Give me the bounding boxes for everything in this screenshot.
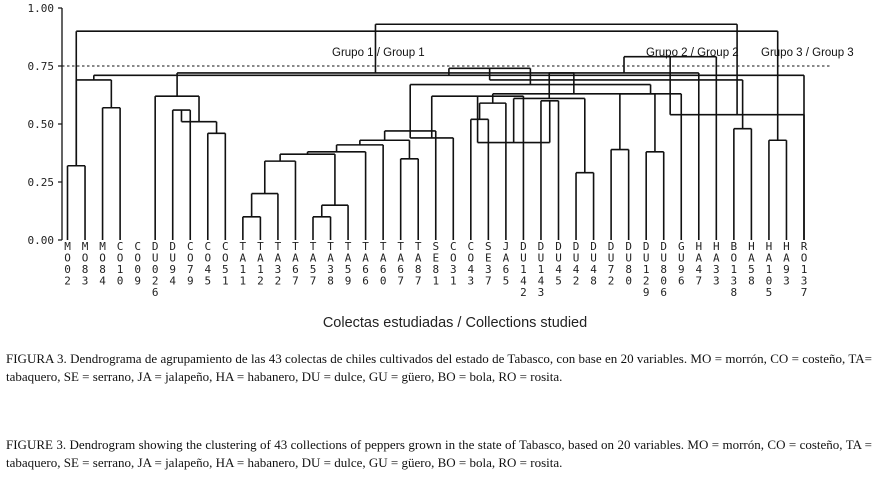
- caption-spanish: FIGURA 3. Dendrograma de agrupamiento de…: [6, 350, 872, 386]
- y-axis: 1.00 0.75 0.50 0.25 0.00: [28, 2, 63, 247]
- caption-spanish-text: Dendrograma de agrupamiento de las 43 co…: [6, 351, 872, 384]
- y-tick-label: 0.50: [28, 118, 55, 131]
- dendrogram-chart: 1.00 0.75 0.50 0.25 0.00 M O 0 2 M O 8 3 M O 8 4 C O 1 0 C O 0…: [28, 2, 854, 331]
- caption-english: FIGURE 3. Dendrogram showing the cluster…: [6, 436, 872, 472]
- caption-english-label: FIGURE 3.: [6, 437, 67, 452]
- group-1-label: Grupo 1 / Group 1: [332, 47, 425, 59]
- group-3-label: Grupo 3 / Group 3: [761, 47, 854, 59]
- group-2-label: Grupo 2 / Group 2: [646, 47, 739, 59]
- leaf-labels: M O 0 2 M O 8 3 M O 8 4 C O 1 0 C O 0 9 D U 0 2 6 D U 9 4 C O 7 9 C O 4 5 C O 5…: [64, 240, 808, 299]
- caption-english-text: Dendrogram showing the clustering of 43 …: [6, 437, 873, 470]
- y-tick-label: 0.75: [28, 60, 55, 73]
- y-tick-label: 0.00: [28, 234, 55, 247]
- caption-spanish-label: FIGURA 3.: [6, 351, 67, 366]
- dendrogram-links: [66, 23, 805, 240]
- y-tick-label: 0.25: [28, 176, 55, 189]
- y-tick-label: 1.00: [28, 2, 55, 15]
- x-axis-label: Colectas estudiadas / Collections studie…: [323, 315, 587, 331]
